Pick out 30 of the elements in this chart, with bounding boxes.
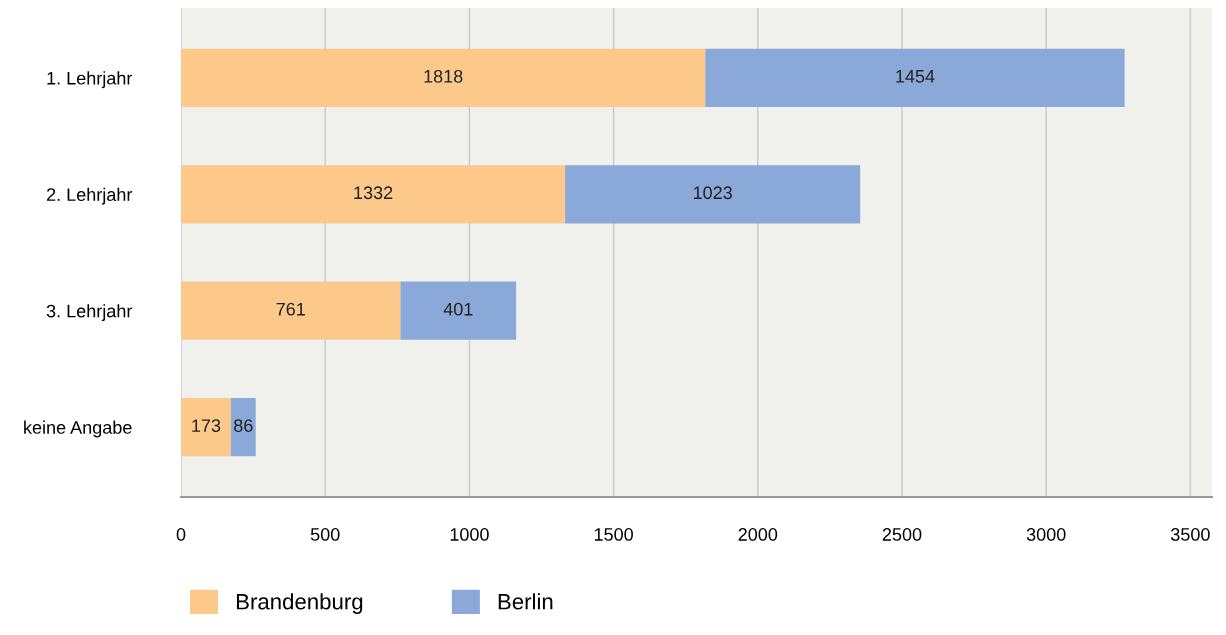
- x-tick-label: 2000: [738, 528, 778, 541]
- bar: [400, 281, 517, 340]
- y-tick-label: keine Angabe: [24, 420, 132, 438]
- data-label: 173: [192, 419, 221, 432]
- bar: [705, 48, 1125, 107]
- legend-label: Berlin: [498, 593, 553, 610]
- x-tick-label: 3500: [1170, 528, 1210, 541]
- bar: [565, 165, 861, 224]
- data-label: 1454: [896, 70, 935, 83]
- x-tick-label: 2500: [882, 528, 922, 541]
- data-label: 401: [443, 302, 473, 316]
- bar: [181, 281, 401, 340]
- bar: [181, 398, 231, 457]
- bar: [181, 165, 566, 224]
- y-tick-label: 1. Lehrjahr: [47, 71, 133, 89]
- x-tick-label: 3000: [1026, 528, 1066, 541]
- data-label: 86: [234, 419, 253, 432]
- data-label: 761: [276, 302, 305, 316]
- x-tick-label: 1500: [594, 528, 633, 541]
- bar: [230, 398, 256, 457]
- bar: [181, 48, 706, 107]
- y-tick-label: 3. Lehrjahr: [46, 304, 133, 321]
- data-label: 1332: [354, 186, 393, 200]
- x-tick-label: 1000: [450, 528, 489, 541]
- data-label: 1023: [693, 186, 732, 200]
- data-label: 1818: [424, 69, 463, 83]
- legend-label: Brandenburg: [236, 593, 363, 614]
- x-tick-label: 0: [176, 528, 186, 541]
- x-tick-label: 500: [310, 528, 340, 541]
- y-tick-label: 2. Lehrjahr: [46, 187, 133, 205]
